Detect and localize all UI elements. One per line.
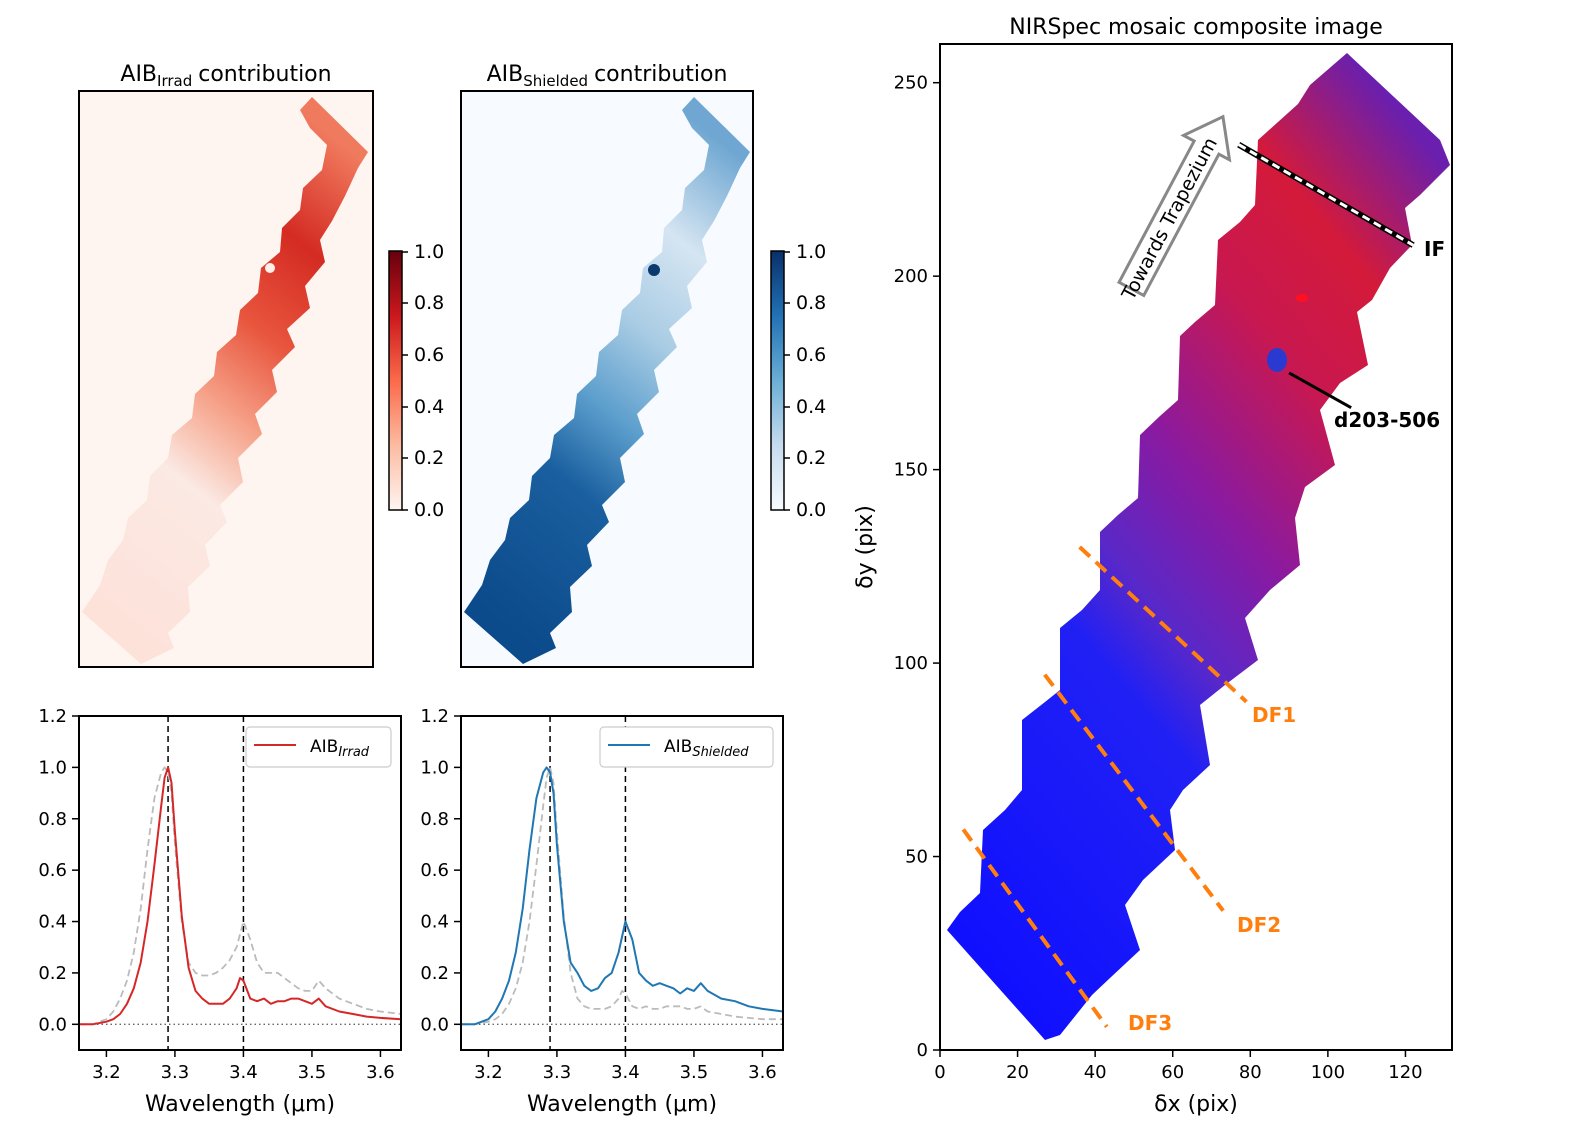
spectrum-irrad-ytick-label: 0.8 [38,809,67,830]
spectrum-irrad-legend: AIBIrrad [245,726,392,768]
spectrum-shielded-xtick-label: 3.2 [474,1062,503,1083]
irrad-mosaic-strip [82,97,368,664]
spectrum-irrad-ytick-label: 1.0 [38,757,67,778]
spectrum-shielded-xtick-label: 3.4 [611,1062,640,1083]
composite-panel: NIRSpec mosaic composite image Towards T… [853,15,1453,1117]
irrad-cb-tick: 0.6 [414,344,444,366]
shielded-map-title: AIBShielded contribution [487,62,728,90]
composite-xtick-label: 80 [1239,1062,1262,1083]
irrad-cb-tick: 0.0 [414,499,444,521]
spectrum-shielded-panel: 3.2 3.3 3.4 3.5 3.6 0.0 0.2 0.4 0.6 0.8 1.0 1.2 AIB… [420,706,784,1117]
spectrum-irrad-xtick-label: 3.3 [161,1062,190,1083]
spectrum-shielded-xlabel: Wavelength (μm) [527,1092,717,1117]
annotation-df2: DF2 [1237,913,1281,937]
composite-ytick-label: 200 [894,266,928,287]
spectrum-shielded-legend-label: AIBShielded [664,737,749,760]
annotation-if: IF [1424,237,1445,261]
spectrum-shielded-series-line [461,766,783,1026]
spectrum-irrad-series-line [79,766,402,1026]
composite-xtick-label: 60 [1161,1062,1184,1083]
irrad-map-panel: AIBIrrad contribution 0.0 0.2 0.4 0.6 0.8… [78,62,444,668]
line-d203-506 [1288,371,1352,410]
spectrum-irrad-series-line [79,766,402,1026]
composite-overlay [961,142,1415,1028]
spectrum-irrad-legend-label: AIBIrrad [310,737,370,760]
spectrum-irrad-ytick-label: 1.2 [38,706,67,727]
spectrum-irrad-xtick-label: 3.5 [298,1062,327,1083]
shielded-hotspot [648,264,660,276]
composite-xtick-label: 40 [1084,1062,1107,1083]
annotation-df3: DF3 [1128,1011,1172,1035]
line-df2 [1043,673,1225,912]
spectrum-shielded-plot: 3.2 3.3 3.4 3.5 3.6 0.0 0.2 0.4 0.6 0.8 1.0 1.2 [420,706,784,1083]
composite-ytick-label: 100 [894,653,928,674]
irrad-colorbar-ticks: 0.0 0.2 0.4 0.6 0.8 1.0 [402,241,444,521]
spectrum-irrad-xtick-label: 3.6 [366,1062,395,1083]
spectrum-shielded-ytick-label: 1.2 [420,706,449,727]
spectrum-irrad-ytick-label: 0.0 [38,1014,67,1035]
spectrum-irrad-frame [78,715,402,1051]
composite-mosaic-strip [947,53,1450,1040]
irrad-cb-tick: 1.0 [414,241,444,263]
shielded-cb-tick: 0.0 [796,499,826,521]
irrad-map-title: AIBIrrad contribution [120,62,331,90]
composite-xtick-label: 120 [1388,1062,1422,1083]
spectrum-shielded-xtick-label: 3.5 [680,1062,709,1083]
irrad-cb-tick: 0.4 [414,396,444,418]
irrad-hotspot [265,263,275,273]
composite-title: NIRSpec mosaic composite image [1009,15,1382,40]
composite-xlabel: δx (pix) [1154,1092,1238,1117]
shielded-cb-tick: 0.2 [796,447,826,469]
irrad-colorbar [388,250,403,511]
annotation-df1: DF1 [1252,703,1296,727]
composite-ylabel: δy (pix) [853,505,878,589]
composite-xtick-label: 100 [1311,1062,1345,1083]
spectrum-shielded-ytick-label: 0.0 [420,1014,449,1035]
irrad-cb-tick: 0.8 [414,292,444,314]
shielded-colorbar [770,250,785,511]
shielded-cb-tick: 0.8 [796,292,826,314]
composite-ytick-label: 50 [905,847,928,868]
spectrum-shielded-xtick-label: 3.3 [543,1062,572,1083]
line-if [1237,143,1414,247]
line-df1 [1078,545,1248,704]
composite-ytick-label: 250 [894,73,928,94]
spectrum-shielded-ytick-label: 0.4 [420,912,449,933]
spectrum-irrad-xlabel: Wavelength (μm) [145,1092,335,1117]
line-df3 [961,828,1109,1028]
shielded-cb-tick: 1.0 [796,241,826,263]
irrad-cb-tick: 0.2 [414,447,444,469]
shielded-colorbar-ticks: 0.0 0.2 0.4 0.6 0.8 1.0 [784,241,826,521]
composite-ytick-label: 150 [894,460,928,481]
composite-xtick-label: 0 [934,1062,945,1083]
shielded-cb-tick: 0.6 [796,344,826,366]
shielded-cb-tick: 0.4 [796,396,826,418]
spectrum-irrad-ytick-label: 0.2 [38,963,67,984]
composite-red-spot [1296,294,1308,302]
shielded-map-panel: AIBShielded contribution 0.0 0.2 0.4 0.6 … [460,62,826,668]
spectrum-irrad-ytick-label: 0.6 [38,860,67,881]
spectrum-irrad-xtick-label: 3.2 [92,1062,121,1083]
spectrum-shielded-frame [460,715,784,1051]
annotation-d203-506: d203-506 [1334,408,1440,432]
composite-xtick-label: 20 [1006,1062,1029,1083]
spectrum-irrad-panel: 3.2 3.3 3.4 3.5 3.6 0.0 0.2 0.4 0.6 0.8 1.0 1.2 AIB… [38,706,402,1117]
shielded-mosaic-strip [464,97,750,664]
spectrum-irrad-plot: 3.2 3.3 3.4 3.5 3.6 0.0 0.2 0.4 0.6 0.8 1.0 1.2 [38,706,402,1083]
spectrum-irrad-xtick-label: 3.4 [229,1062,258,1083]
spectrum-shielded-legend: AIBShielded [599,726,774,768]
spectrum-shielded-xtick-label: 3.6 [748,1062,777,1083]
spectrum-irrad-ytick-label: 0.4 [38,912,67,933]
composite-hotspot [1267,348,1287,372]
spectrum-shielded-series-line [461,766,784,1026]
composite-ytick-label: 0 [917,1040,928,1061]
spectrum-shielded-ytick-label: 0.8 [420,809,449,830]
spectrum-shielded-ytick-label: 1.0 [420,757,449,778]
spectrum-shielded-ytick-label: 0.2 [420,963,449,984]
spectrum-shielded-ytick-label: 0.6 [420,860,449,881]
composite-axes: 0 20 40 60 80 100 120 0 50 100 150 200 250 [894,73,1423,1083]
